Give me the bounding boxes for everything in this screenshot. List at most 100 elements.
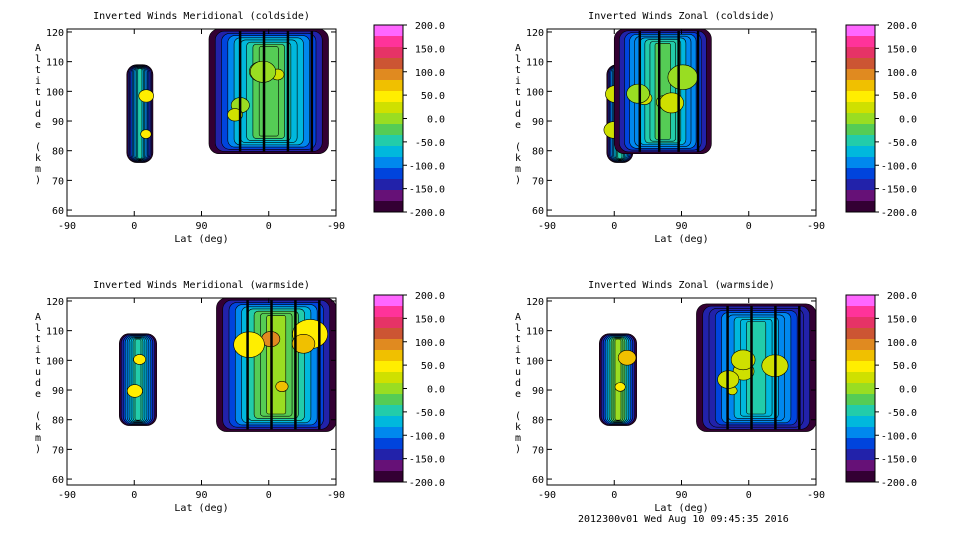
- chart-panel: Inverted Winds Zonal (coldside) -90 0 90 0 -9…: [515, 11, 917, 245]
- colorbar-label: -150.0: [409, 455, 445, 466]
- contour-stripe: [246, 300, 249, 430]
- colorbar-label: 150.0: [415, 314, 445, 325]
- x-tick-label: 0: [611, 221, 617, 232]
- colorbar-swatch: [374, 157, 403, 169]
- x-axis-label: Lat (deg): [654, 503, 708, 514]
- y-tick-label: 120: [46, 297, 64, 308]
- colorbar-label: -150.0: [881, 455, 917, 466]
- colorbar-swatch: [846, 328, 875, 340]
- x-tick-label: 0: [611, 490, 617, 501]
- colorbar-swatch: [374, 124, 403, 136]
- colorbar-swatch: [374, 471, 403, 483]
- colorbar-swatch: [846, 58, 875, 70]
- colorbar-swatch: [846, 201, 875, 213]
- y-tick-label: 60: [532, 206, 544, 217]
- colorbar-swatch: [374, 146, 403, 158]
- y-tick-label: 70: [52, 445, 64, 456]
- data-field: [126, 29, 329, 163]
- x-tick-label: 90: [675, 490, 687, 501]
- colorbar-label: 150.0: [887, 44, 917, 55]
- colorbar-swatch: [374, 80, 403, 92]
- x-tick-label: -90: [58, 221, 76, 232]
- colorbar-swatch: [374, 190, 403, 202]
- colorbar-swatch: [846, 361, 875, 373]
- data-field: [599, 303, 816, 432]
- chart-panel: Inverted Winds Meridional (warmside) -90 0…: [35, 280, 445, 514]
- colorbar-swatch: [374, 168, 403, 180]
- colorbar-swatch: [846, 36, 875, 48]
- colorbar-label: -50.0: [887, 138, 917, 149]
- colorbar-label: -100.0: [881, 161, 917, 172]
- colorbar-label: -150.0: [881, 185, 917, 196]
- colorbar-label: -50.0: [887, 408, 917, 419]
- colorbar-label: 0.0: [427, 385, 445, 396]
- contour-peak: [730, 349, 756, 371]
- contour-peak: [233, 331, 265, 358]
- x-tick-label: 90: [675, 221, 687, 232]
- colorbar-swatch: [374, 339, 403, 351]
- colorbar-swatch: [846, 383, 875, 395]
- y-tick-label: 110: [46, 327, 64, 338]
- colorbar-swatch: [846, 317, 875, 329]
- colorbar-swatch: [846, 416, 875, 428]
- contour-peak: [667, 64, 698, 90]
- contour-peak: [617, 349, 637, 366]
- contour-level: [137, 68, 143, 160]
- colorbar-swatch: [374, 201, 403, 213]
- colorbar-swatch: [374, 394, 403, 406]
- colorbar-swatch: [374, 383, 403, 395]
- y-tick-label: 90: [52, 386, 64, 397]
- colorbar-label: -200.0: [881, 478, 917, 489]
- colorbar-swatch: [846, 190, 875, 202]
- y-tick-label: 120: [526, 297, 544, 308]
- y-tick-label: 90: [52, 117, 64, 128]
- colorbar-swatch: [846, 146, 875, 158]
- colorbar-swatch: [846, 306, 875, 318]
- colorbar-swatch: [374, 372, 403, 384]
- x-tick-label: 0: [131, 490, 137, 501]
- colorbar-swatch: [846, 405, 875, 417]
- y-tick-label: 60: [52, 206, 64, 217]
- y-tick-label: 80: [52, 147, 64, 158]
- colorbar-swatch: [846, 157, 875, 169]
- colorbar-swatch: [374, 102, 403, 114]
- y-tick-label: 80: [52, 416, 64, 427]
- colorbar-swatch: [374, 328, 403, 340]
- chart-title: Inverted Winds Zonal (warmside): [588, 280, 775, 291]
- y-tick-label: 100: [46, 87, 64, 98]
- y-tick-label: 120: [526, 28, 544, 39]
- colorbar-label: 200.0: [415, 21, 445, 32]
- colorbar-label: 150.0: [415, 44, 445, 55]
- data-field: [603, 29, 712, 163]
- x-tick-label: -90: [58, 490, 76, 501]
- y-tick-label: 70: [52, 176, 64, 187]
- chart-title: Inverted Winds Meridional (warmside): [93, 280, 310, 291]
- colorbar-swatch: [846, 460, 875, 472]
- colorbar-swatch: [374, 350, 403, 362]
- colorbar-swatch: [846, 394, 875, 406]
- x-tick-label: 0: [131, 221, 137, 232]
- y-tick-label: 110: [526, 327, 544, 338]
- chart-panel: Inverted Winds Meridional (coldside) -90 0…: [35, 11, 445, 245]
- x-tick-label: 90: [195, 221, 207, 232]
- data-region: [208, 29, 329, 154]
- chart-panel: Inverted Winds Zonal (warmside) -90 0 90 0 -9…: [515, 280, 917, 514]
- colorbar-swatch: [846, 25, 875, 37]
- data-region: [216, 298, 336, 432]
- contour-stripe: [310, 31, 314, 152]
- x-tick-label: -90: [538, 221, 556, 232]
- colorbar-swatch: [374, 179, 403, 191]
- contour-level: [654, 42, 671, 140]
- data-region: [126, 64, 154, 163]
- colorbar: 200.0 150.0 100.0 50.0 0.0 -50.0 -100.0 -150.0 -…: [373, 21, 445, 219]
- y-tick-label: 60: [52, 475, 64, 486]
- colorbar-label: 50.0: [893, 361, 917, 372]
- colorbar-label: 0.0: [427, 115, 445, 126]
- colorbar-swatch: [846, 339, 875, 351]
- data-region: [696, 303, 816, 432]
- data-field: [119, 298, 336, 432]
